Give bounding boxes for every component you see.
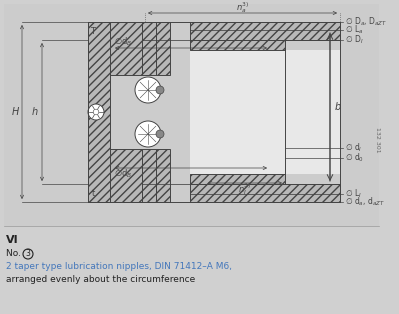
Bar xyxy=(190,22,340,40)
Circle shape xyxy=(88,104,104,120)
Text: $\varnothing$ L$_a$: $\varnothing$ L$_a$ xyxy=(345,24,363,36)
Text: T: T xyxy=(91,26,95,35)
Circle shape xyxy=(156,130,164,138)
Text: $\varnothing$ D$_a$, D$_{aZT}$: $\varnothing$ D$_a$, D$_{aZT}$ xyxy=(345,16,387,28)
Text: H: H xyxy=(11,107,19,117)
Circle shape xyxy=(156,86,164,94)
Text: 3: 3 xyxy=(26,250,30,258)
Bar xyxy=(190,50,285,174)
Text: VI: VI xyxy=(6,235,19,245)
Text: No.: No. xyxy=(6,249,24,258)
Text: $n_a^{3)}$: $n_a^{3)}$ xyxy=(236,1,249,15)
Text: h: h xyxy=(32,107,38,117)
Text: $\varnothing$d$_B$: $\varnothing$d$_B$ xyxy=(114,168,132,180)
Text: 132 301: 132 301 xyxy=(375,127,381,153)
Text: t: t xyxy=(91,188,95,198)
Bar xyxy=(110,149,142,202)
Bar xyxy=(190,184,340,202)
Bar xyxy=(285,50,340,174)
Circle shape xyxy=(135,77,161,103)
Bar xyxy=(190,40,285,50)
Text: 2 taper type lubrication nipples, DIN 71412–A M6,: 2 taper type lubrication nipples, DIN 71… xyxy=(6,262,232,271)
Bar xyxy=(156,22,170,75)
Text: $\varnothing$ L$_I$: $\varnothing$ L$_I$ xyxy=(345,188,362,200)
Text: arranged evenly about the circumference: arranged evenly about the circumference xyxy=(6,275,195,284)
Text: $n_I^{3)}$: $n_I^{3)}$ xyxy=(238,181,252,197)
Bar xyxy=(142,22,156,75)
Text: $\varnothing$ D$_I$: $\varnothing$ D$_I$ xyxy=(345,34,363,46)
Text: $\varnothing$ d$_I$: $\varnothing$ d$_I$ xyxy=(345,142,362,154)
Bar xyxy=(4,4,379,226)
Circle shape xyxy=(135,121,161,147)
Text: $\varnothing$ d$_a$, d$_{aZT}$: $\varnothing$ d$_a$, d$_{aZT}$ xyxy=(345,196,385,208)
Text: $\varnothing$d$_B$: $\varnothing$d$_B$ xyxy=(114,36,132,48)
Bar xyxy=(190,174,285,184)
Bar xyxy=(156,149,170,202)
Bar xyxy=(110,22,142,75)
Text: $\varnothing$ d$_0$: $\varnothing$ d$_0$ xyxy=(345,152,364,164)
Circle shape xyxy=(93,109,99,115)
Bar xyxy=(142,149,156,202)
Bar xyxy=(88,22,110,202)
Text: b: b xyxy=(335,102,341,112)
